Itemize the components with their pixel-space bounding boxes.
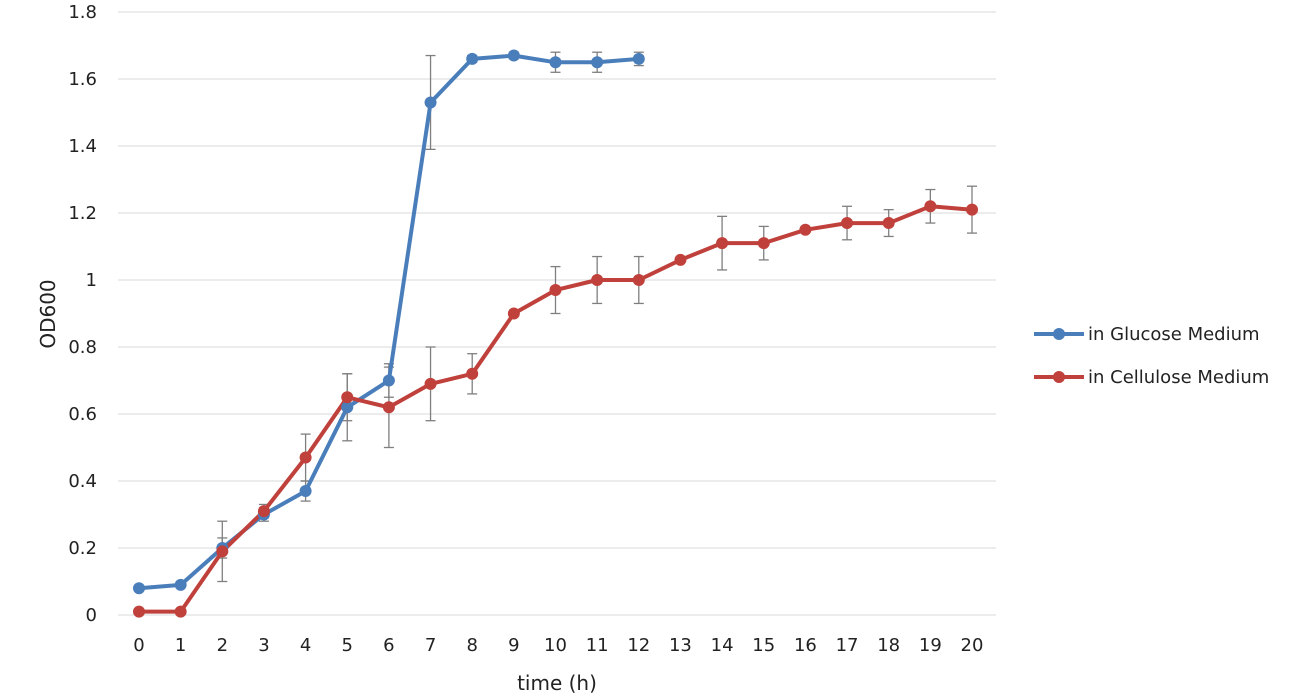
data-point [382,374,395,387]
data-point [216,545,229,558]
x-tick-label: 7 [425,635,436,656]
data-point [549,284,562,297]
y-axis-title: OD600 [36,279,60,348]
y-tick-label: 1.6 [68,69,97,90]
legend-swatch-marker [1053,371,1065,383]
x-tick-label: 3 [258,635,269,656]
x-tick-label: 13 [669,635,692,656]
data-point [133,582,145,595]
data-point [507,307,520,320]
series-line-0 [137,53,641,591]
data-point [757,237,770,250]
legend-entry-1: in Cellulose Medium [1034,367,1269,388]
x-tick-label: 16 [794,635,817,656]
data-point [674,253,687,266]
data-point [507,49,520,62]
gridlines [118,11,996,616]
data-point [299,451,312,464]
data-point [716,237,729,250]
data-point [257,505,270,518]
x-tick-label: 12 [627,635,650,656]
data-point [341,401,354,414]
x-tick-label: 1 [175,635,186,656]
data-point [591,56,604,69]
x-axis-title: time (h) [517,671,597,695]
x-tick-label: 2 [217,635,228,656]
x-tick-label: 18 [877,635,900,656]
data-point [632,274,645,286]
data-point [133,605,145,618]
legend-label: in Glucose Medium [1088,324,1260,345]
x-tick-label: 14 [711,635,734,656]
y-tick-label: 0.6 [68,404,97,425]
x-tick-label: 9 [508,635,519,656]
data-points [133,49,978,618]
y-tick-label: 0.4 [68,471,97,492]
x-tick-label: 20 [961,635,984,656]
data-point [174,578,187,591]
data-point [466,367,479,380]
data-point [924,200,937,213]
x-tick-label: 19 [919,635,942,656]
y-tick-label: 1.2 [68,203,97,224]
legend-swatch-marker [1053,328,1065,340]
error-bars [217,51,977,583]
x-tick-label: 15 [752,635,775,656]
data-point [424,96,437,109]
x-tick-label: 8 [466,635,477,656]
data-point [591,274,604,286]
data-point [341,391,354,404]
data-point [549,56,562,69]
data-point [466,52,479,65]
x-tick-label: 10 [544,635,567,656]
y-tick-label: 1.4 [68,136,97,157]
legend: in Glucose Medium in Cellulose Medium [1034,324,1269,388]
x-axis-ticks: 0 1 2 3 4 5 6 7 8 9 10 11 12 13 14 15 16 17 18 19 20 [133,635,983,656]
y-tick-label: 0 [86,605,97,626]
data-point [382,401,395,414]
x-tick-label: 6 [383,635,394,656]
y-tick-label: 0.2 [68,538,97,559]
x-tick-label: 4 [300,635,311,656]
x-tick-label: 5 [342,635,353,656]
data-point [841,217,854,230]
x-tick-label: 11 [586,635,609,656]
series-lines [137,53,974,614]
y-axis-ticks: 0 0.2 0.4 0.6 0.8 1 1.2 1.4 1.6 1.8 [68,2,97,626]
data-point [882,217,895,230]
y-tick-label: 0.8 [68,337,97,358]
legend-label: in Cellulose Medium [1088,367,1269,388]
legend-entry-0: in Glucose Medium [1034,324,1260,345]
data-point [299,485,312,498]
x-tick-label: 0 [133,635,144,656]
data-point [799,223,812,236]
y-tick-label: 1 [86,270,97,291]
x-tick-label: 17 [836,635,859,656]
data-point [424,377,437,390]
data-point [966,203,978,216]
data-point [632,52,645,65]
data-point [174,605,187,618]
y-tick-label: 1.8 [68,2,97,23]
